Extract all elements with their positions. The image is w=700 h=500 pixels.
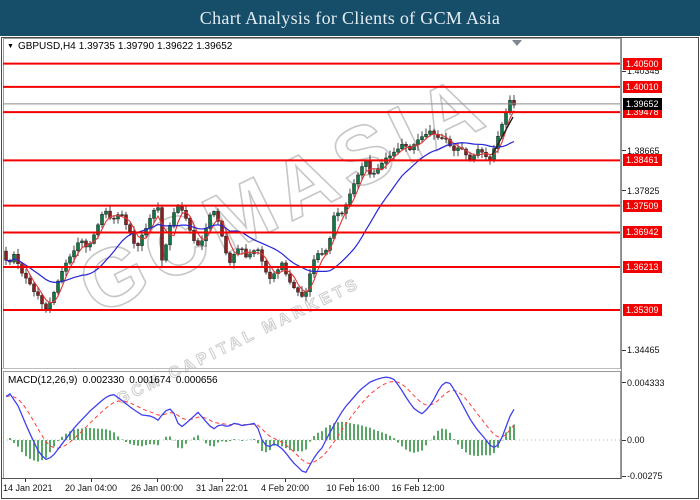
macd-hist-value: 0.000656: [175, 375, 218, 386]
price-level-label[interactable]: 1.36942: [623, 226, 662, 239]
price-axis-tick: 1.34465: [627, 345, 660, 355]
page-title: Chart Analysis for Clients of GCM Asia: [199, 8, 501, 28]
macd-axis-tick: 0.004333: [627, 377, 665, 388]
price-axis-tick: 1.38665: [627, 145, 660, 156]
macd-axis-tick: -0.00275: [627, 471, 663, 482]
quote-high: 1.39790: [117, 41, 155, 52]
time-axis-tick-mark: [285, 478, 286, 482]
time-axis-label: 14 Jan 2021: [3, 483, 53, 493]
time-axis-label: 10 Feb 16:00: [326, 483, 380, 493]
price-axis-tick: 1.40345: [627, 66, 660, 76]
quote-low: 1.39622: [157, 41, 194, 52]
price-level-label[interactable]: 1.40010: [623, 80, 662, 93]
price-level-label[interactable]: 1.38461: [623, 154, 662, 167]
price-level-label[interactable]: 1.35309: [623, 303, 662, 316]
macd-axis-tick-mark: [621, 439, 626, 441]
price-axis-tick-mark: [621, 70, 626, 72]
price-axis-tick-mark: [621, 349, 626, 351]
time-axis-label: 31 Jan 22:01: [196, 483, 249, 493]
price-axis-line: [621, 38, 622, 479]
quote-close: 1.39652: [196, 41, 233, 52]
time-axis-tick-mark: [25, 478, 26, 482]
time-axis-tick-mark: [418, 478, 419, 482]
macd-main-value: 0.002330: [82, 375, 125, 386]
title-bar: Chart Analysis for Clients of GCM Asia: [0, 0, 700, 36]
time-axis-tick-mark: [222, 478, 223, 482]
macd-name: MACD(12,26,9): [8, 375, 78, 386]
time-axis-tick-mark: [157, 478, 158, 482]
macd-axis-tick: 0.00: [627, 435, 645, 445]
time-axis-tick-mark: [353, 478, 354, 482]
time-axis-line: [2, 478, 621, 479]
time-axis-label: 4 Feb 20:00: [261, 483, 310, 493]
macd-axis-tick-mark: [621, 382, 626, 384]
panel-splitter[interactable]: [2, 368, 620, 369]
price-axis-tick: 1.37825: [627, 185, 660, 196]
price-level-label[interactable]: 1.40500: [623, 57, 662, 70]
current-price-label: 1.39652: [623, 97, 662, 110]
quote-bar: ▼ GBPUSD,H4 1.39735 1.39790 1.39622 1.39652: [7, 41, 235, 52]
quote-collapse-icon[interactable]: ▼: [7, 43, 14, 50]
quote-symbol: GBPUSD,H4: [17, 41, 76, 52]
time-axis-tick-mark: [91, 478, 92, 482]
quote-open: 1.39735: [78, 41, 115, 52]
macd-signal-value: 0.001674: [129, 375, 171, 386]
macd-indicator-label: MACD(12,26,9) 0.002330 0.001674 0.000656: [8, 375, 223, 386]
time-axis-label: 26 Jan 00:00: [131, 483, 184, 493]
price-level-label[interactable]: 1.37509: [623, 199, 662, 212]
time-axis-label: 16 Feb 12:00: [391, 483, 445, 493]
time-axis-label: 20 Jan 04:00: [65, 483, 118, 493]
price-axis-tick-mark: [621, 150, 626, 152]
price-axis-tick-mark: [621, 190, 626, 192]
macd-axis-tick-mark: [621, 475, 626, 477]
price-level-label[interactable]: 1.36213: [623, 261, 662, 274]
